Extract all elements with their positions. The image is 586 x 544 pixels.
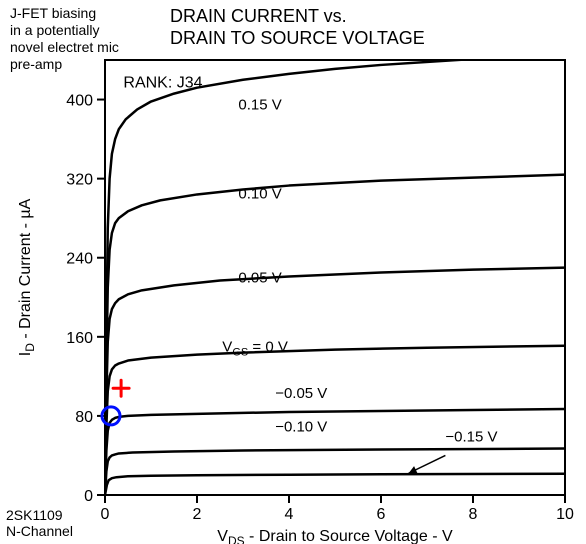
x-tick-label: 0: [101, 506, 110, 523]
chart-title-line1: DRAIN CURRENT vs.: [170, 6, 347, 26]
note-line4: pre-amp: [10, 56, 62, 72]
jfet-iv-chart: DRAIN CURRENT vs.DRAIN TO SOURCE VOLTAGE…: [0, 0, 586, 544]
note-line2: in a potentially: [10, 22, 100, 38]
curve-label: 0.05 V: [238, 269, 281, 286]
curve-label: −0.10 V: [275, 419, 327, 436]
x-tick-label: 6: [377, 506, 386, 523]
y-tick-label: 80: [75, 409, 93, 426]
y-tick-label: 320: [66, 172, 93, 189]
y-tick-label: 400: [66, 93, 93, 110]
x-tick-label: 10: [556, 506, 574, 523]
y-tick-label: 240: [66, 251, 93, 268]
x-tick-label: 2: [193, 506, 202, 523]
y-tick-label: 0: [84, 488, 93, 505]
curve-label: −0.15 V: [445, 429, 497, 446]
x-axis-label: VDS - Drain to Source Voltage - V: [217, 528, 453, 544]
curve-label: −0.05 V: [275, 385, 327, 402]
x-tick-label: 8: [469, 506, 478, 523]
note-line3: novel electret mic: [10, 39, 119, 55]
y-tick-label: 160: [66, 330, 93, 347]
curve-label: 0.10 V: [238, 185, 281, 202]
curve-label: 0.15 V: [238, 96, 281, 113]
curve-label: VGS = 0 V: [222, 339, 288, 359]
note-line1: J-FET biasing: [10, 5, 96, 21]
channel-type: N-Channel: [6, 523, 73, 539]
chart-title-line2: DRAIN TO SOURCE VOLTAGE: [170, 28, 425, 48]
x-tick-label: 4: [285, 506, 294, 523]
part-number: 2SK1109: [6, 507, 63, 523]
